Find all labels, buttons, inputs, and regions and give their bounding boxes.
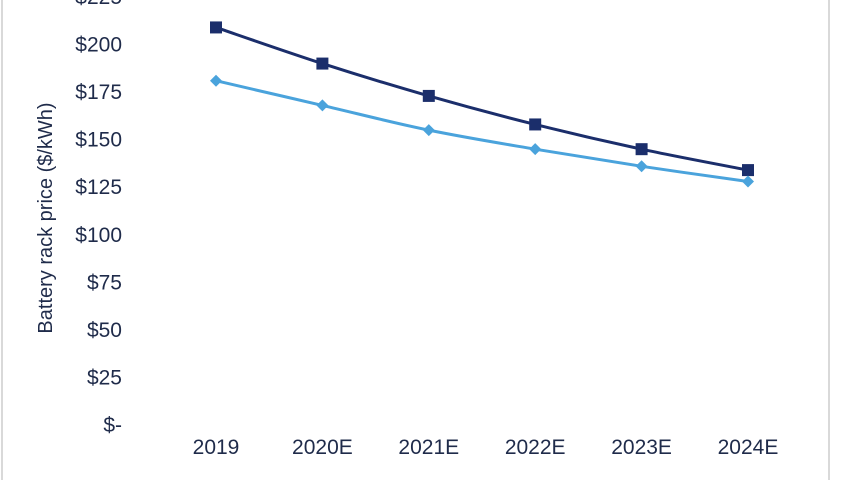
- series-2-point: [210, 74, 222, 87]
- series-1-line: [215, 26, 749, 172]
- y-tick-label: $75: [87, 271, 122, 294]
- y-axis-title: Battery rack price ($/kWh): [35, 102, 57, 333]
- series-2-line: [215, 79, 749, 184]
- series-layer: [210, 21, 754, 188]
- series-1-point: [316, 57, 329, 70]
- x-tick-label: 2023E: [611, 436, 672, 459]
- y-tick-label: $25: [87, 366, 122, 389]
- x-tick-label: 2019: [193, 436, 240, 459]
- y-tick-label: $50: [87, 319, 122, 342]
- x-tick-label: 2021E: [398, 436, 459, 459]
- x-tick-label: 2024E: [718, 436, 779, 459]
- x-tick-label: 2022E: [505, 436, 566, 459]
- series-1-point: [742, 164, 754, 177]
- series-2-point: [742, 175, 754, 188]
- series-1-point: [635, 143, 648, 156]
- y-tick-label: $175: [75, 81, 122, 104]
- series-1-point: [529, 118, 542, 131]
- series-2-point: [635, 160, 648, 173]
- y-axis-ticks: $- $25 $50 $75 $100 $125 $150 $175 $200 $225: [75, 0, 122, 437]
- series-2-point: [529, 143, 542, 156]
- series-2-point: [422, 124, 435, 137]
- y-tick-label: $200: [75, 34, 122, 57]
- y-tick-label: $150: [75, 129, 122, 152]
- y-tick-label: $225: [75, 0, 122, 9]
- series-1-point: [210, 21, 222, 34]
- series-2-point: [316, 99, 329, 112]
- y-tick-label: $100: [75, 224, 122, 247]
- y-tick-label: $125: [75, 176, 122, 199]
- series-1-point: [422, 89, 435, 102]
- y-tick-label: $-: [103, 414, 122, 437]
- x-axis-ticks: 2019 2020E 2021E 2022E 2023E 2024E: [193, 436, 779, 459]
- x-tick-label: 2020E: [292, 436, 353, 459]
